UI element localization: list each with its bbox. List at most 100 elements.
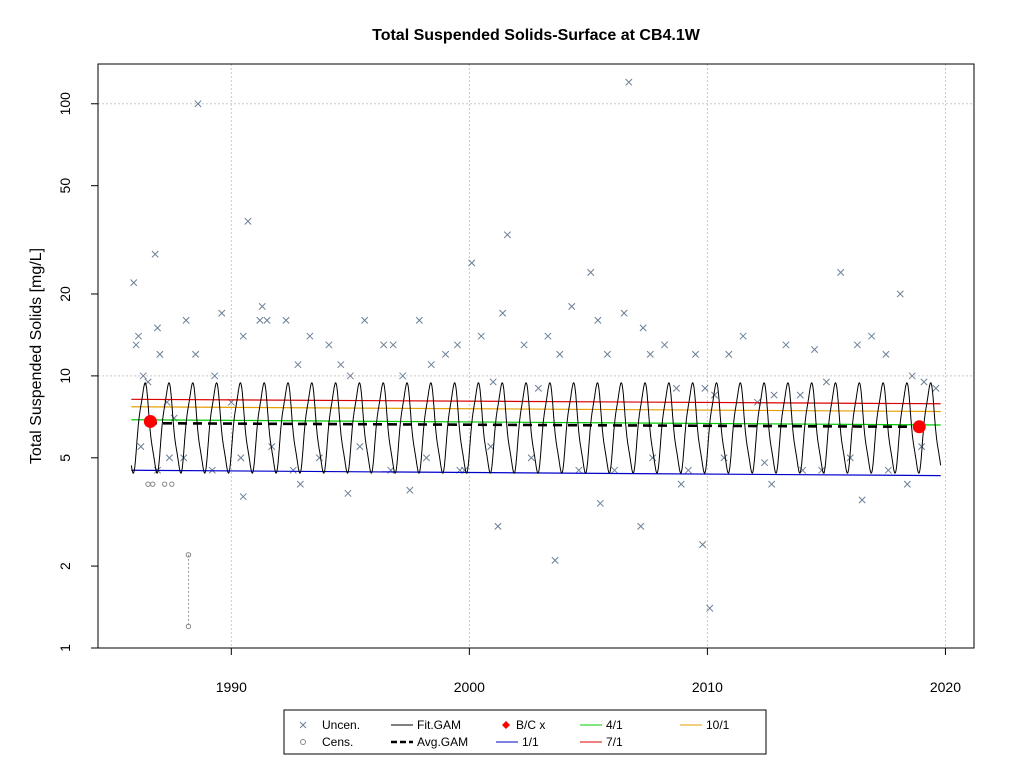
cross-stroke — [503, 231, 511, 239]
cross-stroke — [296, 480, 304, 488]
cross-stroke — [710, 391, 719, 399]
uncensored-point — [494, 522, 502, 530]
cross-stroke — [256, 316, 264, 324]
cross-stroke — [194, 100, 202, 108]
x-tick-label: 2000 — [454, 679, 485, 695]
cross-stroke — [527, 454, 535, 462]
cross-stroke — [920, 378, 928, 386]
cross-stroke — [720, 454, 728, 462]
cross-stroke — [768, 480, 776, 488]
cross-stroke — [344, 489, 352, 497]
legend-x-icon — [299, 721, 307, 729]
cross-stroke — [137, 442, 145, 451]
uncensored-point — [258, 302, 266, 310]
uncensored-point — [499, 309, 507, 317]
censored-point — [169, 481, 175, 487]
uncensored-point — [182, 316, 190, 324]
cross-stroke — [639, 324, 647, 332]
uncensored-point — [380, 341, 388, 349]
cross-stroke — [487, 442, 495, 451]
cross-stroke — [468, 259, 476, 267]
cross-stroke — [294, 361, 302, 369]
uncensored-point — [596, 499, 604, 507]
cross-stroke — [153, 324, 162, 332]
cross-stroke — [237, 454, 245, 462]
grid-lines — [98, 64, 974, 648]
uncensored-point — [477, 332, 485, 340]
uncensored-point — [868, 332, 876, 340]
cross-stroke — [239, 332, 247, 340]
uncensored-point — [156, 350, 164, 358]
cross-stroke — [399, 372, 407, 380]
cross-stroke — [882, 350, 890, 358]
cross-stroke — [760, 459, 769, 467]
cross-stroke — [575, 466, 583, 474]
uncensored-point — [389, 341, 397, 349]
fit-gam-line — [130, 382, 942, 474]
cross-stroke — [239, 493, 247, 501]
cross-stroke — [818, 466, 826, 474]
legend-item: Uncen. — [299, 718, 360, 732]
y-tick-label: 100 — [57, 92, 73, 116]
uncensored-point — [575, 466, 583, 474]
uncensored-point — [427, 361, 435, 369]
season-line-10-1 — [131, 406, 941, 413]
uncensored-point — [294, 361, 302, 369]
uncensored-point — [699, 540, 707, 549]
y-tick-label: 20 — [57, 286, 73, 302]
uncensored-point — [487, 442, 495, 451]
cross-stroke — [782, 341, 790, 349]
cross-stroke — [677, 480, 685, 488]
legend-item: Avg.GAM — [391, 735, 468, 749]
cross-stroke — [499, 309, 507, 317]
uncensored-point — [782, 341, 790, 349]
uncensored-point — [289, 466, 297, 474]
uncensored-point — [637, 522, 645, 530]
legend-item: 7/1 — [580, 735, 623, 749]
uncensored-point — [796, 391, 804, 399]
cross-stroke — [587, 268, 595, 276]
uncensored-point — [646, 350, 654, 358]
uncensored-point — [346, 372, 354, 380]
cross-stroke — [132, 341, 140, 349]
cross-stroke — [884, 466, 892, 474]
cross-stroke — [858, 496, 866, 504]
cross-stroke — [422, 454, 431, 462]
cross-stroke — [130, 279, 138, 287]
cross-stroke — [453, 341, 461, 349]
cross-stroke — [620, 309, 628, 317]
cross-stroke — [289, 466, 297, 474]
bc-point — [143, 414, 157, 428]
cross-stroke — [739, 332, 747, 340]
uncensored-point — [244, 217, 252, 225]
legend-item: Fit.GAM — [391, 718, 461, 732]
uncensored-point — [691, 350, 700, 358]
cross-stroke — [282, 316, 290, 324]
cross-stroke — [796, 391, 804, 399]
uncensored-point — [296, 480, 304, 488]
uncensored-point — [239, 332, 247, 340]
uncensored-point — [858, 496, 866, 504]
cross-stroke — [660, 341, 669, 349]
uncensored-point — [453, 341, 461, 349]
cross-stroke — [594, 316, 602, 324]
cross-stroke — [192, 350, 200, 358]
bc-point — [912, 420, 926, 434]
censored-point — [145, 481, 151, 487]
uncensored-point — [315, 454, 323, 462]
uncensored-point — [603, 350, 611, 358]
uncensored-point — [725, 350, 733, 358]
uncensored-point — [489, 378, 497, 386]
uncensored-point — [556, 350, 564, 358]
cross-stroke — [725, 350, 733, 358]
legend-item: B/C x — [502, 718, 545, 732]
legend-box — [283, 709, 767, 755]
uncensored-point — [415, 316, 423, 324]
uncensored-point — [611, 466, 619, 474]
cross-stroke — [544, 332, 552, 340]
uncensored-point — [701, 384, 709, 392]
cross-stroke — [551, 556, 559, 564]
uncensored-point — [932, 384, 940, 392]
cross-stroke — [151, 250, 159, 258]
